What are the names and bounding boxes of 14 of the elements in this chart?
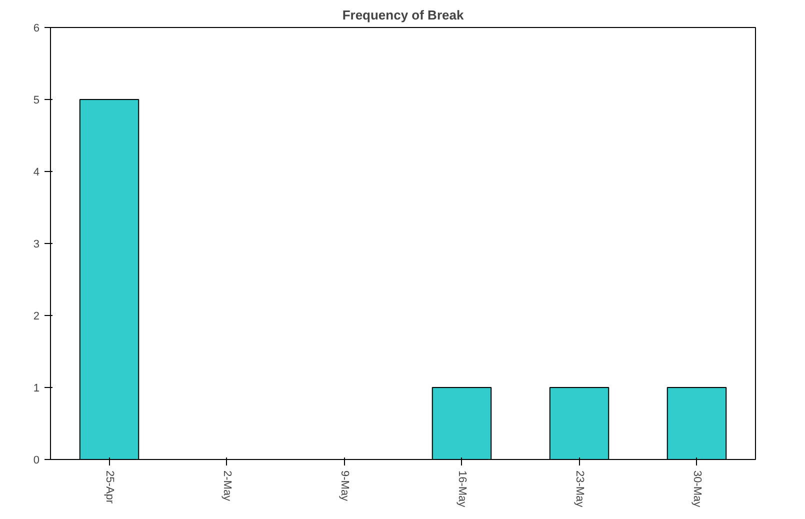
x-tick-label: 16-May — [456, 470, 468, 508]
y-tick-label: 3 — [33, 238, 40, 250]
x-tick-label: 25-Apr — [103, 470, 116, 504]
y-tick-label: 5 — [33, 94, 40, 106]
x-tick-label: 30-May — [690, 470, 703, 508]
y-tick-label: 2 — [33, 310, 40, 322]
y-tick-label: 0 — [33, 454, 40, 466]
x-tick-label: 23-May — [573, 470, 586, 508]
x-tick-label: 2-May — [220, 470, 233, 502]
x-tick-label: 9-May — [338, 470, 350, 502]
y-tick-label: 1 — [33, 382, 40, 394]
y-tick-label: 6 — [33, 22, 40, 34]
y-tick-label: 4 — [33, 166, 40, 178]
chart-title: Frequency of Break — [342, 8, 464, 22]
